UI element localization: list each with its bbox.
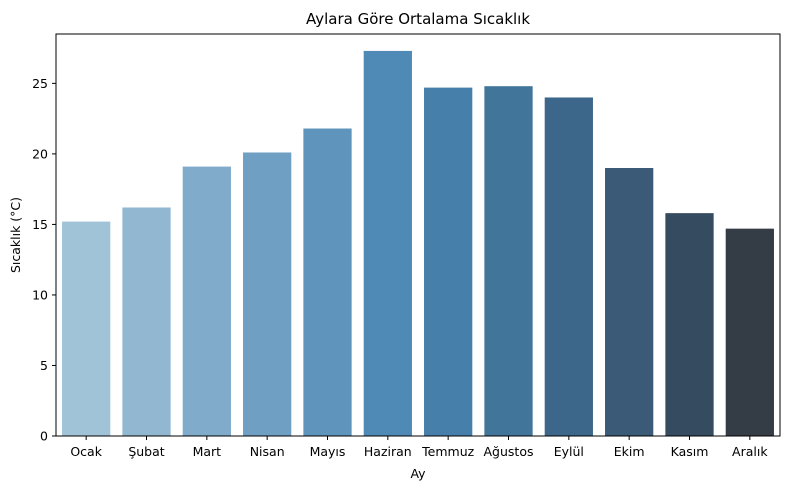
bar-3: [243, 152, 292, 437]
y-tick-label-2: 10: [32, 287, 48, 302]
x-tick-label-1: Şubat: [128, 444, 164, 459]
y-axis: 0 5 10 15 20 25: [32, 76, 56, 444]
bar-5: [363, 50, 412, 437]
plot-frame: [55, 33, 781, 437]
bar-2: [182, 166, 231, 436]
bar-9: [605, 168, 654, 436]
x-tick-label-11: Aralık: [732, 444, 768, 459]
x-tick-label-7: Ağustos: [484, 444, 534, 459]
y-tick-label-1: 5: [40, 358, 48, 373]
bar-0: [62, 221, 111, 436]
x-tick-label-6: Temmuz: [421, 444, 474, 459]
bar-8: [544, 97, 593, 436]
x-tick-label-2: Mart: [193, 444, 222, 459]
x-axis-title: Ay: [410, 466, 426, 481]
x-tick-label-9: Ekim: [614, 444, 645, 459]
bar-1: [122, 207, 171, 436]
chart-title: Aylara Göre Ortalama Sıcaklık: [306, 10, 530, 28]
x-axis: Ocak Şubat Mart Nisan Mayıs Haziran Temmuz Ağus…: [70, 436, 768, 459]
y-tick-label-5: 25: [32, 76, 48, 91]
y-tick-label-3: 15: [32, 217, 48, 232]
bars: [62, 50, 774, 437]
bar-10: [665, 213, 714, 436]
x-tick-label-3: Nisan: [250, 444, 285, 459]
bar-6: [424, 87, 473, 436]
x-tick-label-5: Haziran: [364, 444, 412, 459]
x-tick-label-0: Ocak: [70, 444, 102, 459]
x-tick-label-10: Kasım: [671, 444, 709, 459]
bar-7: [484, 86, 533, 436]
y-tick-label-4: 20: [32, 146, 48, 161]
bar-4: [303, 128, 352, 436]
bar-11: [725, 228, 774, 436]
y-axis-title: Sıcaklık (°C): [8, 197, 23, 273]
x-tick-label-4: Mayıs: [310, 444, 346, 459]
x-tick-label-8: Eylül: [554, 444, 584, 459]
y-tick-label-0: 0: [40, 429, 48, 444]
